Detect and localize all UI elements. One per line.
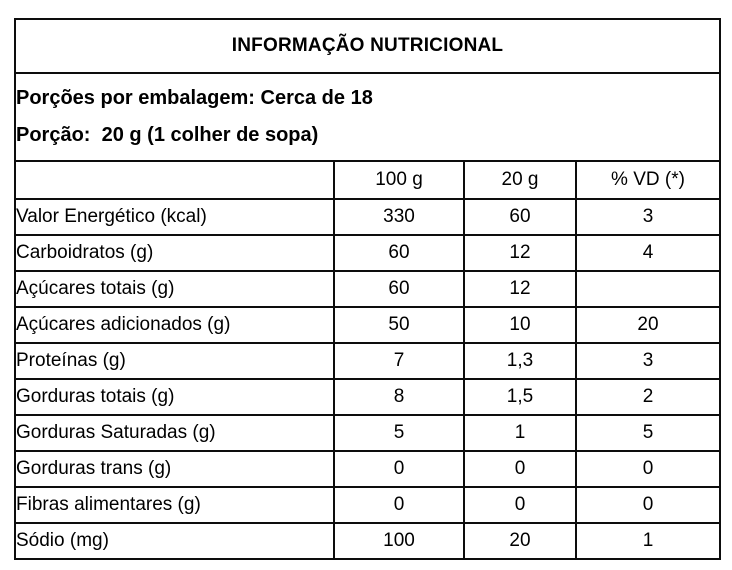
nutrient-value-percent-vd bbox=[575, 270, 721, 308]
column-header-100g: 100 g bbox=[333, 160, 465, 200]
nutrient-value-20g: 10 bbox=[463, 306, 577, 344]
nutrient-value-20g: 0 bbox=[463, 450, 577, 488]
column-header-20g: 20 g bbox=[463, 160, 577, 200]
nutrient-row: Valor Energético (kcal) 330 60 3 bbox=[14, 198, 721, 236]
nutrient-value-20g: 1 bbox=[463, 414, 577, 452]
nutrient-row: Proteínas (g) 7 1,3 3 bbox=[14, 342, 721, 380]
nutrient-value-100g: 8 bbox=[333, 378, 465, 416]
nutrient-value-20g: 12 bbox=[463, 234, 577, 272]
nutrient-value-100g: 0 bbox=[333, 450, 465, 488]
nutrient-label: Sódio (mg) bbox=[14, 522, 335, 560]
nutrient-label: Proteínas (g) bbox=[14, 342, 335, 380]
nutrient-label: Fibras alimentares (g) bbox=[14, 486, 335, 524]
nutrient-value-percent-vd: 1 bbox=[575, 522, 721, 560]
nutrient-row: Gorduras trans (g) 0 0 0 bbox=[14, 450, 721, 488]
nutrient-value-100g: 60 bbox=[333, 234, 465, 272]
nutrient-label: Valor Energético (kcal) bbox=[14, 198, 335, 236]
serving-info-row: Porções por embalagem: Cerca de 18 Porçã… bbox=[14, 72, 721, 162]
nutrient-value-20g: 20 bbox=[463, 522, 577, 560]
nutrient-value-100g: 60 bbox=[333, 270, 465, 308]
table-title: INFORMAÇÃO NUTRICIONAL bbox=[14, 18, 721, 74]
nutrient-row: Carboidratos (g) 60 12 4 bbox=[14, 234, 721, 272]
nutrient-label: Gorduras totais (g) bbox=[14, 378, 335, 416]
nutrient-label: Açúcares totais (g) bbox=[14, 270, 335, 308]
nutrient-row: Açúcares totais (g) 60 12 bbox=[14, 270, 721, 308]
nutrient-value-20g: 0 bbox=[463, 486, 577, 524]
nutrient-value-100g: 100 bbox=[333, 522, 465, 560]
nutrient-label: Açúcares adicionados (g) bbox=[14, 306, 335, 344]
nutrient-value-percent-vd: 2 bbox=[575, 378, 721, 416]
nutrient-value-percent-vd: 0 bbox=[575, 450, 721, 488]
nutrient-value-percent-vd: 5 bbox=[575, 414, 721, 452]
serving-info-cell: Porções por embalagem: Cerca de 18 Porçã… bbox=[14, 72, 721, 162]
nutrient-value-20g: 1,3 bbox=[463, 342, 577, 380]
nutrient-value-percent-vd: 4 bbox=[575, 234, 721, 272]
nutrient-value-percent-vd: 3 bbox=[575, 342, 721, 380]
column-header-row: 100 g 20 g % VD (*) bbox=[14, 160, 721, 200]
nutrient-value-percent-vd: 20 bbox=[575, 306, 721, 344]
column-header-percent-vd: % VD (*) bbox=[575, 160, 721, 200]
nutrient-row: Gorduras totais (g) 8 1,5 2 bbox=[14, 378, 721, 416]
column-header-empty bbox=[14, 160, 335, 200]
nutrient-row: Fibras alimentares (g) 0 0 0 bbox=[14, 486, 721, 524]
nutrient-row: Sódio (mg) 100 20 1 bbox=[14, 522, 721, 560]
nutrient-value-100g: 0 bbox=[333, 486, 465, 524]
nutrient-label: Gorduras trans (g) bbox=[14, 450, 335, 488]
nutrient-label: Gorduras Saturadas (g) bbox=[14, 414, 335, 452]
nutrient-value-20g: 1,5 bbox=[463, 378, 577, 416]
servings-per-package: Porções por embalagem: Cerca de 18 bbox=[16, 87, 373, 109]
nutrient-value-percent-vd: 3 bbox=[575, 198, 721, 236]
nutrient-value-percent-vd: 0 bbox=[575, 486, 721, 524]
nutrient-label: Carboidratos (g) bbox=[14, 234, 335, 272]
nutrition-facts-table: INFORMAÇÃO NUTRICIONAL Porções por embal… bbox=[14, 18, 721, 560]
nutrient-value-100g: 50 bbox=[333, 306, 465, 344]
title-row: INFORMAÇÃO NUTRICIONAL bbox=[14, 18, 721, 74]
nutrient-row: Açúcares adicionados (g) 50 10 20 bbox=[14, 306, 721, 344]
nutrient-value-100g: 7 bbox=[333, 342, 465, 380]
nutrient-value-20g: 60 bbox=[463, 198, 577, 236]
nutrient-value-100g: 330 bbox=[333, 198, 465, 236]
nutrient-value-100g: 5 bbox=[333, 414, 465, 452]
serving-size: Porção: 20 g (1 colher de sopa) bbox=[16, 124, 319, 146]
nutrient-value-20g: 12 bbox=[463, 270, 577, 308]
nutrient-row: Gorduras Saturadas (g) 5 1 5 bbox=[14, 414, 721, 452]
